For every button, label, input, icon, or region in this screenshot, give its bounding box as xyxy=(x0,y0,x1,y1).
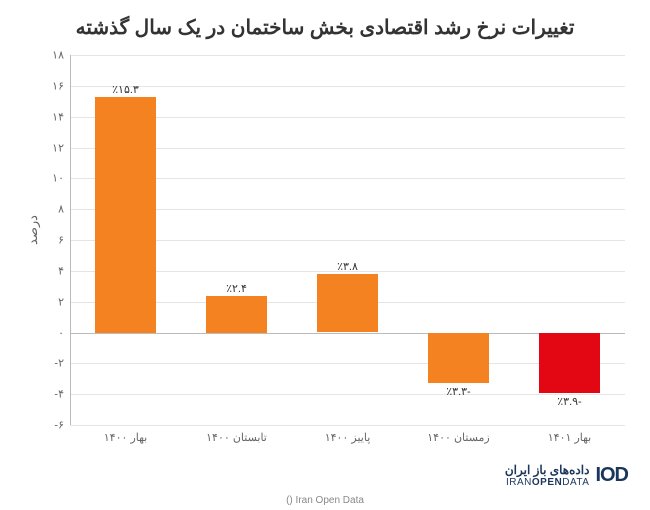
chart-title: تغییرات نرخ رشد اقتصادی بخش ساختمان در ی… xyxy=(0,0,650,45)
y-tick: ۴ xyxy=(58,264,64,277)
y-tick: ۱۸ xyxy=(52,49,64,62)
bar xyxy=(428,333,489,384)
x-tick: تابستان ۱۴۰۰ xyxy=(206,431,267,444)
y-tick: -۲ xyxy=(54,357,64,370)
bar xyxy=(539,333,600,393)
y-tick: ۱۰ xyxy=(52,172,64,185)
y-tick: ۱۲ xyxy=(52,141,64,154)
bar-value-label: -٪۳.۹ xyxy=(557,395,581,408)
gridline xyxy=(70,394,625,395)
chart-area: -۶-۴-۲۰۲۴۶۸۱۰۱۲۱۴۱۶۱۸٪۱۵.۳بهار ۱۴۰۰٪۲.۴ت… xyxy=(70,55,625,425)
y-tick: ۲ xyxy=(58,295,64,308)
logo-text-en: IRANOPENDATA xyxy=(505,477,590,488)
bar-value-label: ٪۳.۸ xyxy=(337,260,358,273)
x-tick: بهار ۱۴۰۱ xyxy=(548,431,592,444)
plot-region: -۶-۴-۲۰۲۴۶۸۱۰۱۲۱۴۱۶۱۸٪۱۵.۳بهار ۱۴۰۰٪۲.۴ت… xyxy=(70,55,625,425)
bar xyxy=(95,97,156,333)
y-tick: -۴ xyxy=(54,388,64,401)
y-tick: ۱۶ xyxy=(52,79,64,92)
y-tick: ۶ xyxy=(58,234,64,247)
bar-value-label: ٪۲.۴ xyxy=(226,282,247,295)
y-axis-line xyxy=(70,55,71,425)
bar-value-label: -٪۳.۳ xyxy=(446,385,470,398)
gridline xyxy=(70,55,625,56)
logo-mark: IOD xyxy=(595,464,628,487)
y-tick: ۱۴ xyxy=(52,110,64,123)
gridline xyxy=(70,86,625,87)
bar xyxy=(317,274,378,333)
source-logo: داده‌های باز ایران IRANOPENDATA IOD xyxy=(505,463,628,488)
image-credit: Iran Open Data () xyxy=(286,495,364,506)
x-tick: زمستان ۱۴۰۰ xyxy=(427,431,489,444)
y-tick: -۶ xyxy=(54,419,64,432)
bar xyxy=(206,296,267,333)
bar-value-label: ٪۱۵.۳ xyxy=(112,83,139,96)
x-tick: بهار ۱۴۰۰ xyxy=(104,431,148,444)
y-axis-label: درصد xyxy=(25,215,41,245)
x-tick: پاییز ۱۴۰۰ xyxy=(325,431,371,444)
y-tick: ۰ xyxy=(58,326,64,339)
gridline xyxy=(70,425,625,426)
logo-text-fa: داده‌های باز ایران xyxy=(505,463,590,477)
y-tick: ۸ xyxy=(58,203,64,216)
